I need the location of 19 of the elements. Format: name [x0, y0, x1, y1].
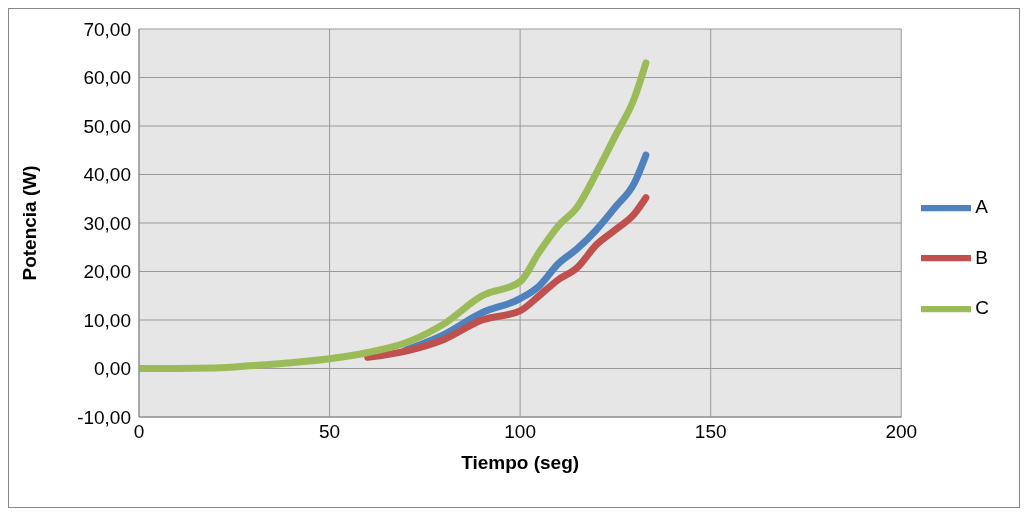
x-tick-label: 0 [133, 421, 145, 443]
y-tick-label: 30,00 [83, 212, 131, 234]
x-tick-label: 50 [319, 421, 341, 443]
x-tick-label: 200 [885, 421, 918, 443]
y-tick-label: 70,00 [83, 18, 131, 40]
legend-label: C [975, 297, 989, 319]
y-tick-label: 10,00 [83, 309, 131, 331]
x-axis-title: Tiempo (seg) [461, 452, 580, 473]
y-axis-title: Potencia (W) [18, 165, 40, 281]
y-tick-label: 20,00 [83, 261, 131, 283]
y-tick-label: 40,00 [83, 164, 131, 186]
legend-label: A [975, 195, 988, 217]
y-tick-label: 60,00 [83, 67, 131, 89]
x-tick-label: 150 [694, 421, 727, 443]
legend-label: B [975, 246, 988, 268]
y-tick-label: -10,00 [77, 406, 131, 428]
y-tick-label: 50,00 [83, 115, 131, 137]
x-tick-label: 100 [504, 421, 536, 443]
y-tick-label: 0,00 [94, 358, 131, 380]
